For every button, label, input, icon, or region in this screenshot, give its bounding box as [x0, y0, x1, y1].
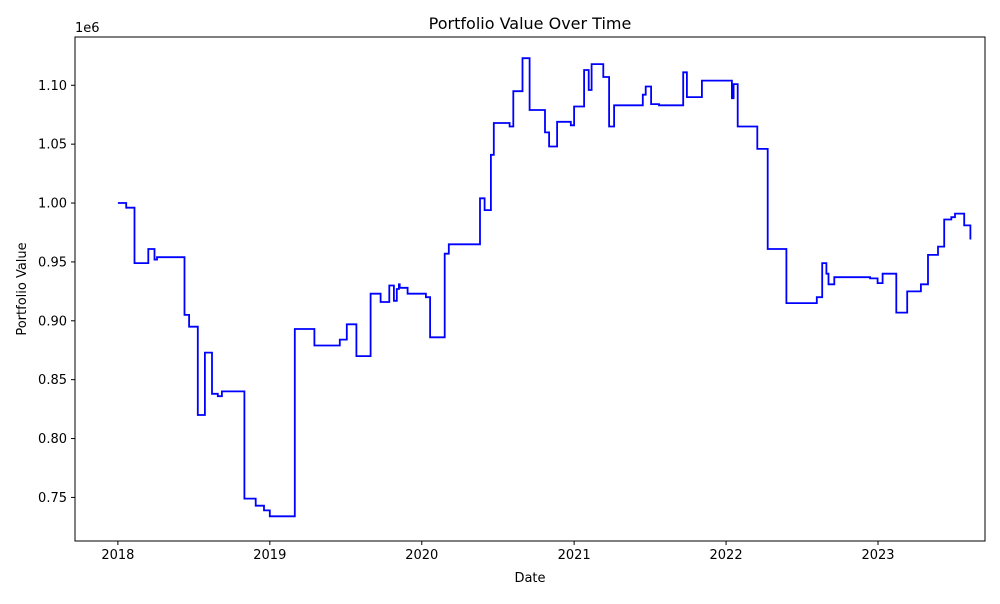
y-tick-label: 0.95 [38, 255, 67, 270]
series-line [117, 57, 972, 518]
y-tick-label: 0.80 [38, 432, 67, 447]
x-tick-label: 2023 [861, 548, 894, 563]
y-tick-label: 1.00 [38, 197, 67, 212]
x-tick-label: 2020 [405, 548, 438, 563]
y-tick-label: 1.05 [38, 138, 67, 153]
plot-frame [74, 36, 986, 542]
y-tick-label: 1.10 [38, 79, 67, 94]
x-tick-label: 2018 [101, 548, 134, 563]
y-tick-label: 0.90 [38, 314, 67, 329]
chart-title: Portfolio Value Over Time [429, 14, 632, 33]
x-axis-label: Date [514, 571, 545, 586]
y-tick-label: 0.75 [38, 491, 67, 506]
y-tick-label: 0.85 [38, 373, 67, 388]
x-axis-ticks: 2018 2019 2020 2021 2022 2023 [101, 541, 895, 563]
y-axis-scale-offset: 1e6 [75, 21, 100, 36]
y-axis-ticks: 0.75 0.80 0.85 0.90 0.95 1.00 1.05 1.10 [38, 79, 75, 506]
x-tick-label: 2022 [710, 548, 743, 563]
x-tick-label: 2021 [558, 548, 591, 563]
y-axis-label: Portfolio Value [15, 242, 30, 335]
x-tick-label: 2019 [253, 548, 286, 563]
plot-data-layer [117, 57, 972, 518]
